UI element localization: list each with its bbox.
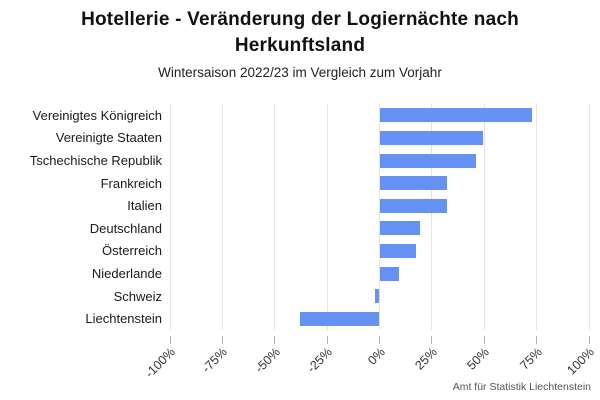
x-axis-tickmark xyxy=(379,336,380,344)
x-axis-tick-label: -50% xyxy=(252,345,283,376)
category-label: Italien xyxy=(127,198,162,214)
bar-9 xyxy=(375,289,380,304)
bar-1 xyxy=(379,108,533,123)
bar-8 xyxy=(379,266,400,281)
gridline xyxy=(274,104,276,330)
bar-10 xyxy=(299,311,380,326)
category-label: Niederlande xyxy=(91,265,162,281)
x-axis-tick-label: -100% xyxy=(142,345,178,381)
bar-5 xyxy=(379,198,447,213)
category-label: Deutschland xyxy=(89,220,162,236)
category-label: Österreich xyxy=(102,243,162,259)
category-label: Schweiz xyxy=(113,288,162,304)
plot-area xyxy=(169,104,590,330)
category-label: Tschechische Republik xyxy=(29,152,162,168)
gridline xyxy=(221,104,223,330)
gridline xyxy=(326,104,328,330)
gridline xyxy=(431,104,433,330)
category-label: Liechtenstein xyxy=(85,311,162,327)
category-axis-labels: Vereinigtes Königreich Vereinigte Staaten… xyxy=(0,104,162,330)
x-axis-tick-label: -25% xyxy=(304,345,336,376)
gridline xyxy=(536,104,538,330)
x-axis-tickmark xyxy=(536,336,538,344)
category-label: Vereinigtes Königreich xyxy=(32,107,162,123)
x-axis-tickmark xyxy=(169,336,171,344)
x-axis-tickmark xyxy=(221,336,223,344)
x-axis-tickmark xyxy=(431,336,433,344)
x-axis-tick-label: 0% xyxy=(364,345,388,368)
bar-7 xyxy=(379,243,417,258)
x-axis-tickmark xyxy=(588,336,590,344)
bar-4 xyxy=(379,176,447,191)
x-axis-tick-label: -75% xyxy=(199,345,231,376)
gridline xyxy=(379,104,380,330)
gridline xyxy=(588,104,590,330)
gridline xyxy=(483,104,485,330)
source-credit: Amt für Statistik Liechtenstein xyxy=(452,381,591,393)
x-axis-tick-label: 25% xyxy=(412,345,440,373)
bar-6 xyxy=(379,221,421,236)
chart-subtitle: Wintersaison 2022/23 im Vergleich zum Vo… xyxy=(158,65,442,80)
category-label: Frankreich xyxy=(100,175,162,191)
chart-title: Hotellerie - Veränderung der Logiernächt… xyxy=(81,9,519,56)
bar-2 xyxy=(379,130,484,145)
gridline xyxy=(169,104,171,330)
bar-3 xyxy=(379,153,476,168)
x-axis-tickmark xyxy=(483,336,485,344)
category-label: Vereinigte Staaten xyxy=(55,130,162,146)
x-axis-tickmark xyxy=(274,336,276,344)
x-axis-tickmark xyxy=(326,336,328,344)
